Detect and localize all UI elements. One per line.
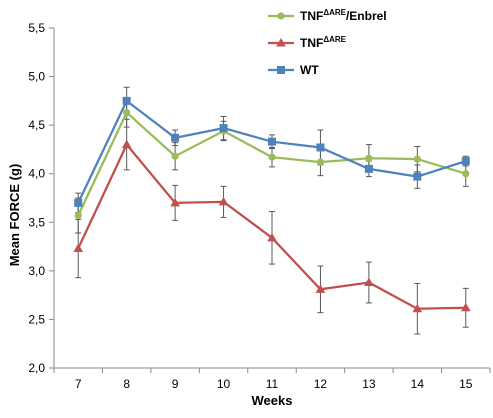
data-point-tnf-are: [315, 284, 326, 293]
x-tick-label: 11: [266, 377, 279, 391]
data-point-tnf-are-enbrel: [462, 170, 470, 178]
data-point-wt: [413, 172, 422, 181]
data-point-wt: [122, 96, 131, 105]
x-axis-title: Weeks: [252, 393, 293, 408]
legend-label-tnf-are-enbrel: TNFΔARE/Enbrel: [300, 8, 387, 23]
data-point-tnf-are-enbrel: [316, 158, 325, 166]
data-point-tnf-are-enbrel: [171, 152, 179, 160]
data-point-tnf-are: [460, 302, 471, 312]
data-point-tnf-are: [218, 196, 229, 206]
data-point-tnf-are-enbrel: [268, 153, 276, 161]
data-point-wt: [364, 164, 373, 173]
data-point-wt: [219, 124, 228, 133]
x-tick-label: 12: [314, 377, 328, 391]
legend: TNFΔARE/Enbrel TNFΔARE WT: [268, 8, 387, 77]
data-point-wt: [461, 157, 470, 166]
data-point-wt: [74, 198, 83, 207]
y-tick-label: 4,5: [28, 118, 45, 132]
x-tick-label: 14: [411, 377, 425, 391]
data-point-tnf-are: [121, 139, 132, 149]
error-bars: [75, 86, 469, 335]
data-point-wt: [171, 133, 180, 142]
data-point-tnf-are-enbrel: [123, 108, 131, 117]
legend-label-tnf-are: TNFΔARE: [300, 35, 347, 50]
data-point-tnf-are-enbrel: [365, 154, 373, 162]
x-tick-label: 9: [172, 377, 179, 391]
legend-marker-tnf-are-enbrel: [277, 12, 285, 20]
data-point-wt: [316, 143, 325, 152]
y-tick-label: 5,5: [28, 21, 45, 35]
data-point-tnf-are-enbrel: [74, 211, 82, 220]
x-tick-label: 8: [123, 377, 130, 391]
legend-marker-tnf-are: [276, 38, 286, 47]
y-tick-label: 2,5: [28, 312, 45, 326]
data-point-tnf-are: [267, 232, 277, 242]
x-tick-label: 10: [217, 377, 231, 391]
data-point-tnf-are: [73, 243, 84, 253]
x-tick-label: 7: [75, 377, 82, 391]
data-point-tnf-are: [364, 277, 374, 287]
y-axis-title: Mean FORCE (g): [7, 164, 22, 267]
y-tick-label: 3,5: [28, 215, 45, 229]
data-point-tnf-are: [170, 197, 180, 207]
axes: 2,0 2,5 3,0 3,5 4,0 4,5 5,0 5,5 7 8 9 10 11 12 13 14 15: [28, 21, 491, 391]
data-point-tnf-are-enbrel: [413, 155, 421, 163]
y-tick-label: 2,0: [28, 361, 45, 375]
legend-marker-wt: [277, 66, 285, 74]
y-tick-label: 5,0: [28, 70, 45, 84]
x-tick-label: 13: [362, 377, 376, 391]
y-tick-label: 4,0: [28, 167, 45, 181]
series-lines: [77, 99, 467, 310]
data-point-wt: [268, 137, 276, 146]
series-markers: [73, 96, 471, 313]
legend-label-wt: WT: [300, 63, 319, 77]
y-tick-label: 3,0: [28, 264, 45, 278]
x-tick-label: 15: [459, 377, 473, 391]
data-point-tnf-are: [412, 303, 423, 313]
